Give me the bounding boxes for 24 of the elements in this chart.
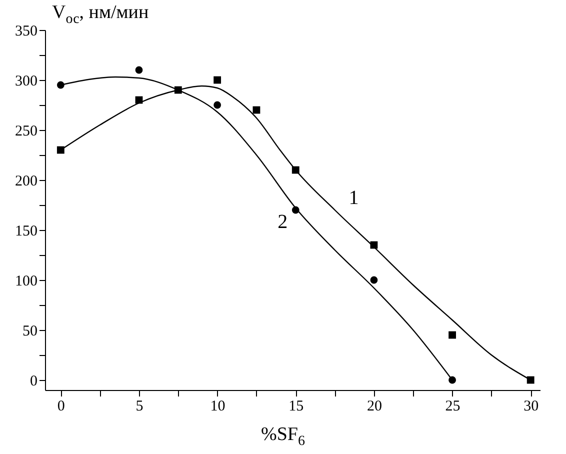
y-tick-label: 300 [15,74,38,90]
point [370,276,378,284]
x-tick-label: 20 [366,398,382,414]
y-tick-label: 0 [30,374,38,390]
y-tick-label: 200 [15,174,38,190]
y-tick-label: 100 [15,274,38,290]
point [135,66,143,74]
y-tick-label: 350 [15,24,38,40]
point [214,76,222,84]
point [448,331,456,339]
x-tick-label: 15 [288,398,304,414]
point [214,101,222,109]
x-tick-label: 5 [136,398,144,414]
x-tick-label: 25 [445,398,460,414]
y-tick-label: 250 [15,124,38,140]
x-tick-label: 0 [57,398,65,414]
x-tick-label: 30 [524,398,539,414]
series-label: 2 [278,211,288,233]
y-tick-label: 150 [15,224,38,240]
y-axis-title: V$_{ос}$, нм/мин [52,2,149,28]
x-axis-title: %SF$_{6}$ [260,424,306,450]
x-tick-label: 10 [210,398,226,414]
y-tick-label: 50 [22,324,38,340]
series-label: 1 [348,187,359,209]
